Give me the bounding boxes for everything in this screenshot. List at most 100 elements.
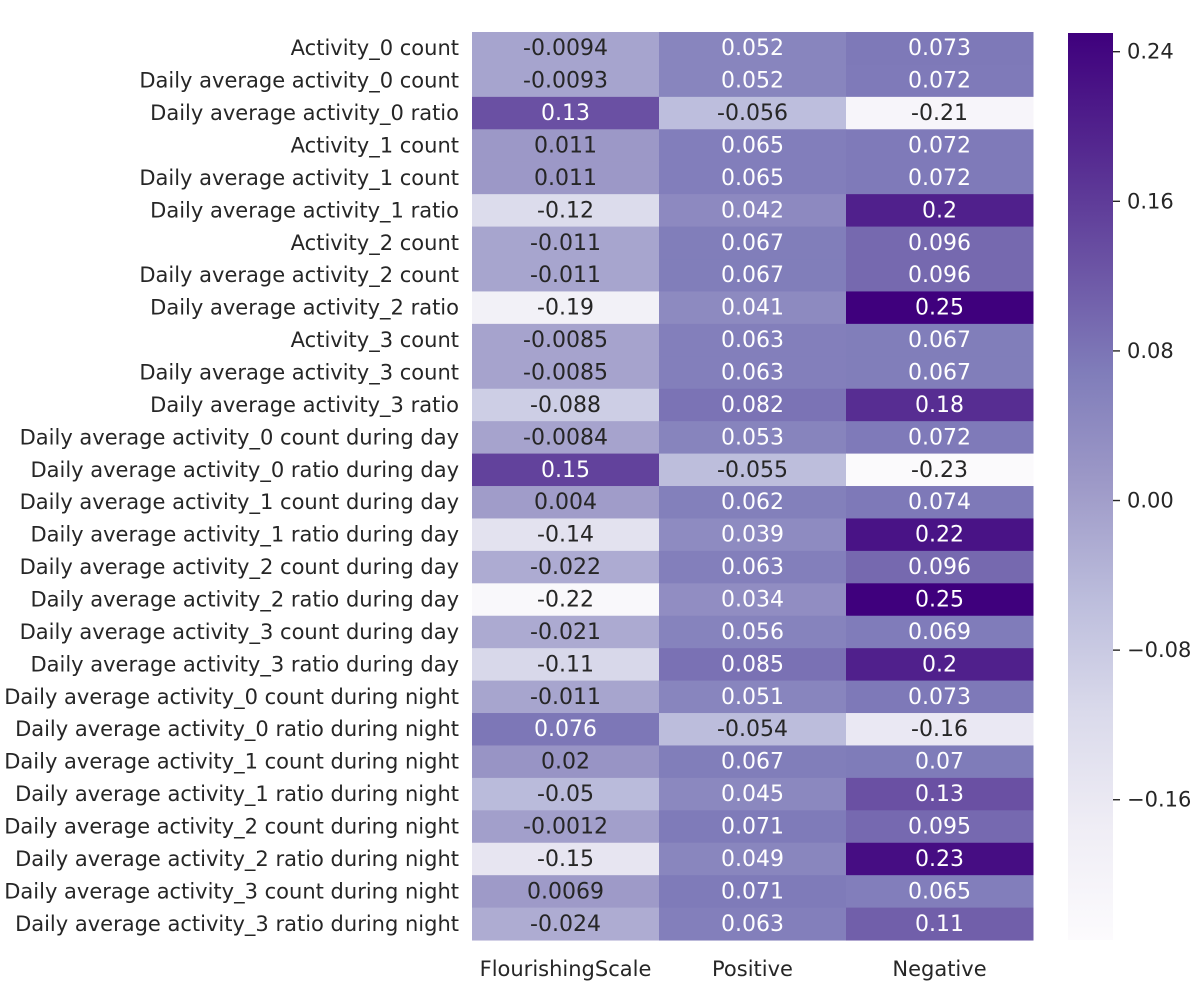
cell-value-label: -0.021: [530, 620, 601, 645]
cell-value-label: 0.062: [721, 490, 784, 515]
colorbar-tick-label: 0.16: [1127, 189, 1174, 213]
cell-value-label: -0.21: [911, 101, 968, 126]
cell-value-label: 0.039: [721, 523, 784, 548]
row-labels: Activity_0 count Daily average activity_0…: [4, 36, 459, 937]
heatmap-cell: [472, 421, 660, 455]
heatmap-cell: [659, 421, 847, 455]
heatmap-cell: [846, 615, 1034, 649]
heatmap-cell: [472, 259, 660, 292]
cell-value-label: -0.011: [530, 263, 601, 288]
heatmap-cell: [846, 259, 1034, 292]
cell-value-label: 0.063: [721, 912, 784, 937]
heatmap-cell: [846, 648, 1034, 682]
heatmap-cell: [472, 680, 660, 714]
heatmap-cell: [659, 194, 847, 228]
heatmap-cells: -0.0094 0.052 0.073 -0.0093 0.052 0.072 0.13 -0…: [472, 32, 1034, 941]
cell-value-label: 0.096: [908, 231, 971, 256]
heatmap-cell: [472, 388, 660, 422]
heatmap-cell: [659, 486, 847, 519]
cell-value-label: -0.011: [530, 685, 601, 710]
cell-value-label: 0.072: [908, 425, 971, 450]
cell-value-label: 0.25: [915, 588, 964, 613]
cell-value-label: 0.072: [908, 166, 971, 191]
cell-value-label: 0.004: [534, 490, 597, 515]
cell-value-label: 0.076: [534, 717, 597, 742]
cell-value-label: 0.067: [721, 231, 784, 256]
row-label: Daily average activity_0 ratio during ni…: [15, 717, 459, 742]
heatmap-cell: [846, 745, 1034, 779]
heatmap-cell: [472, 518, 660, 552]
heatmap-cell: [846, 421, 1034, 455]
heatmap-cell: [659, 32, 847, 65]
cell-value-label: 0.23: [915, 847, 964, 872]
heatmap-cell: [846, 96, 1034, 130]
cell-value-label: -0.022: [530, 555, 601, 580]
heatmap-cell: [659, 842, 847, 876]
heatmap-cell: [472, 583, 660, 617]
colorbar-tick-label: 0.24: [1127, 40, 1174, 64]
cell-value-label: -0.19: [537, 296, 594, 321]
row-label: Activity_2 count: [291, 231, 459, 256]
heatmap-cell: [472, 64, 660, 98]
cell-value-label: 0.063: [721, 328, 784, 353]
row-label: Daily average activity_3 count during ni…: [4, 879, 459, 904]
row-label: Daily average activity_1 ratio during ni…: [15, 782, 459, 807]
cell-value-label: -0.15: [537, 847, 594, 872]
cell-value-label: -0.23: [911, 458, 968, 483]
cell-value-label: 0.045: [721, 782, 784, 807]
cell-value-label: 0.073: [908, 685, 971, 710]
heatmap-cell: [659, 129, 847, 163]
heatmap-cell: [472, 226, 660, 260]
row-label: Daily average activity_1 ratio: [150, 198, 459, 223]
cell-value-label: 0.071: [721, 815, 784, 840]
cell-value-label: 0.085: [721, 652, 784, 677]
cell-value-label: 0.13: [541, 101, 590, 126]
cell-value-label: 0.13: [915, 782, 964, 807]
row-label: Daily average activity_2 count during da…: [20, 555, 459, 580]
heatmap-cell: [472, 323, 660, 357]
cell-value-label: 0.056: [721, 620, 784, 645]
cell-value-label: -0.055: [717, 458, 788, 483]
heatmap-cell: [472, 32, 660, 65]
cell-value-label: 0.052: [721, 69, 784, 94]
heatmap-cell: [659, 356, 847, 390]
cell-value-label: 0.07: [915, 750, 964, 775]
heatmap-cell: [846, 226, 1034, 260]
cell-value-label: 0.082: [721, 393, 784, 418]
cell-value-label: -0.088: [530, 393, 601, 418]
heatmap-cell: [659, 226, 847, 260]
cell-value-label: 0.067: [908, 361, 971, 386]
row-label: Daily average activity_2 ratio during ni…: [15, 847, 459, 872]
heatmap-cell: [846, 518, 1034, 552]
heatmap-cell: [659, 810, 847, 844]
cell-value-label: 0.051: [721, 685, 784, 710]
heatmap-cell: [472, 648, 660, 682]
cell-value-label: 0.25: [915, 296, 964, 321]
heatmap-cell: [846, 842, 1034, 876]
column-label: Positive: [712, 957, 793, 981]
heatmap-cell: [472, 810, 660, 844]
cell-value-label: 0.02: [541, 750, 590, 775]
row-label: Daily average activity_0 count: [139, 69, 459, 94]
row-label: Daily average activity_0 count during da…: [20, 425, 459, 450]
heatmap-cell: [846, 32, 1034, 65]
heatmap-cell: [846, 713, 1034, 746]
cell-value-label: 0.052: [721, 36, 784, 61]
heatmap-cell: [846, 356, 1034, 390]
heatmap-cell: [472, 96, 660, 130]
heatmap-cell: [846, 161, 1034, 195]
column-label: FlourishingScale: [480, 957, 652, 981]
heatmap-cell: [846, 64, 1034, 98]
heatmap-cell: [472, 194, 660, 228]
heatmap-cell: [659, 96, 847, 130]
heatmap-cell: [846, 194, 1034, 228]
heatmap-cell: [659, 777, 847, 811]
row-label: Daily average activity_2 count: [139, 263, 459, 288]
cell-value-label: 0.0069: [527, 879, 604, 904]
cell-value-label: 0.11: [915, 912, 964, 937]
cell-value-label: 0.2: [922, 652, 957, 677]
cell-value-label: 0.065: [721, 134, 784, 159]
heatmap-cell: [659, 680, 847, 714]
heatmap-cell: [472, 486, 660, 519]
